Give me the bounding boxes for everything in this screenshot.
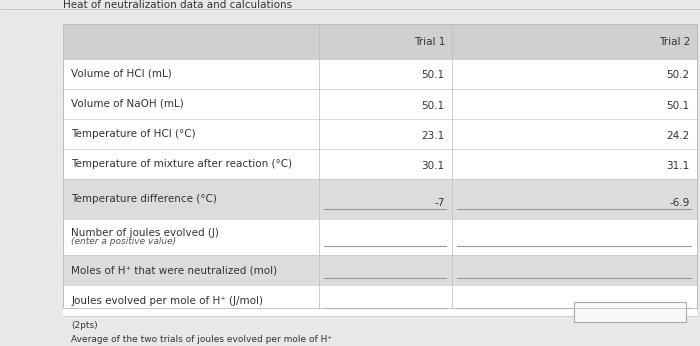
Bar (63, 179, 696, 219)
Text: Moles of H⁺ that were neutralized (mol): Moles of H⁺ that were neutralized (mol) (71, 265, 277, 275)
Bar (63, 24, 696, 308)
Text: Temperature difference (°C): Temperature difference (°C) (71, 194, 217, 204)
Text: 31.1: 31.1 (666, 161, 690, 171)
Text: 23.1: 23.1 (421, 131, 444, 141)
Text: Temperature of mixture after reaction (°C): Temperature of mixture after reaction (°… (71, 159, 293, 169)
Text: 24.2: 24.2 (666, 131, 690, 141)
Text: 30.1: 30.1 (421, 161, 444, 171)
Text: Trial 2: Trial 2 (659, 37, 691, 46)
Text: 50.1: 50.1 (666, 101, 690, 111)
Text: Heat of neutralization data and calculations: Heat of neutralization data and calculat… (63, 0, 292, 10)
Bar (63, 24, 696, 308)
Bar (63, 308, 696, 316)
Text: -7: -7 (434, 198, 444, 208)
Text: 50.2: 50.2 (666, 71, 690, 81)
Text: Volume of NaOH (mL): Volume of NaOH (mL) (71, 99, 184, 109)
Text: Volume of HCl (mL): Volume of HCl (mL) (71, 69, 172, 79)
Text: 50.1: 50.1 (421, 101, 444, 111)
Text: (2pts): (2pts) (71, 321, 98, 330)
Text: 50.1: 50.1 (421, 71, 444, 81)
Bar (63, 24, 696, 59)
Text: Joules evolved per mole of H⁺ (J/mol): Joules evolved per mole of H⁺ (J/mol) (71, 295, 263, 306)
Text: Average of the two trials of joules evolved per mole of H⁺: Average of the two trials of joules evol… (71, 335, 332, 344)
Text: Number of joules evolved (J): Number of joules evolved (J) (71, 228, 219, 238)
Text: Temperature of HCl (°C): Temperature of HCl (°C) (71, 129, 196, 139)
Text: -6.9: -6.9 (669, 198, 690, 208)
Text: (enter a positive value): (enter a positive value) (71, 237, 176, 246)
Bar (63, 255, 696, 285)
Bar (574, 302, 686, 322)
Text: Trial 1: Trial 1 (414, 37, 446, 46)
